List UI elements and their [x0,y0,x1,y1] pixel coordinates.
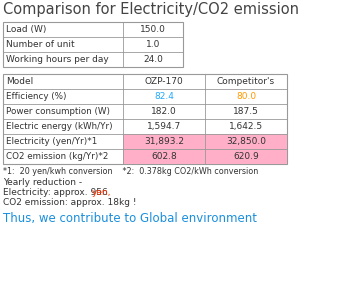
Text: CO2 emission (kg/Yr)*2: CO2 emission (kg/Yr)*2 [6,152,108,161]
Text: *1:  20 yen/kwh conversion    *2:  0.378kg CO2/kWh conversion: *1: 20 yen/kwh conversion *2: 0.378kg CO… [3,167,258,176]
Text: Competitor's: Competitor's [217,77,275,86]
Bar [123,149,287,164]
Text: Electricity: approx. 956: Electricity: approx. 956 [3,188,111,197]
Text: 602.8: 602.8 [151,152,177,161]
Text: 1,594.7: 1,594.7 [147,122,181,131]
Text: Comparison for Electricity/CO2 emission: Comparison for Electricity/CO2 emission [3,2,299,17]
Text: Load (W): Load (W) [6,25,46,34]
Text: Model: Model [6,77,33,86]
Text: 620.9: 620.9 [233,152,259,161]
Text: Number of unit: Number of unit [6,40,75,49]
Text: CO2 emission: approx. 18kg !: CO2 emission: approx. 18kg ! [3,198,136,207]
Text: 1.0: 1.0 [146,40,160,49]
Text: 1,642.5: 1,642.5 [229,122,263,131]
Text: Working hours per day: Working hours per day [6,55,109,64]
Text: 80.0: 80.0 [236,92,256,101]
Text: Electricity (yen/Yr)*1: Electricity (yen/Yr)*1 [6,137,97,146]
Text: Power consumption (W): Power consumption (W) [6,107,110,116]
Text: yen,: yen, [91,188,111,197]
Text: Electric energy (kWh/Yr): Electric energy (kWh/Yr) [6,122,112,131]
Text: 182.0: 182.0 [151,107,177,116]
Text: 31,893.2: 31,893.2 [144,137,184,146]
Bar [3,74,287,164]
Bar [3,22,183,67]
Text: OZP-170: OZP-170 [145,77,183,86]
Text: 32,850.0: 32,850.0 [226,137,266,146]
Text: Thus, we contribute to Global environment: Thus, we contribute to Global environmen… [3,212,257,225]
Text: 187.5: 187.5 [233,107,259,116]
Text: Efficiency (%): Efficiency (%) [6,92,67,101]
Text: 24.0: 24.0 [143,55,163,64]
Text: 150.0: 150.0 [140,25,166,34]
Bar [123,134,287,149]
Text: 82.4: 82.4 [154,92,174,101]
Text: Yearly reduction -: Yearly reduction - [3,178,82,187]
